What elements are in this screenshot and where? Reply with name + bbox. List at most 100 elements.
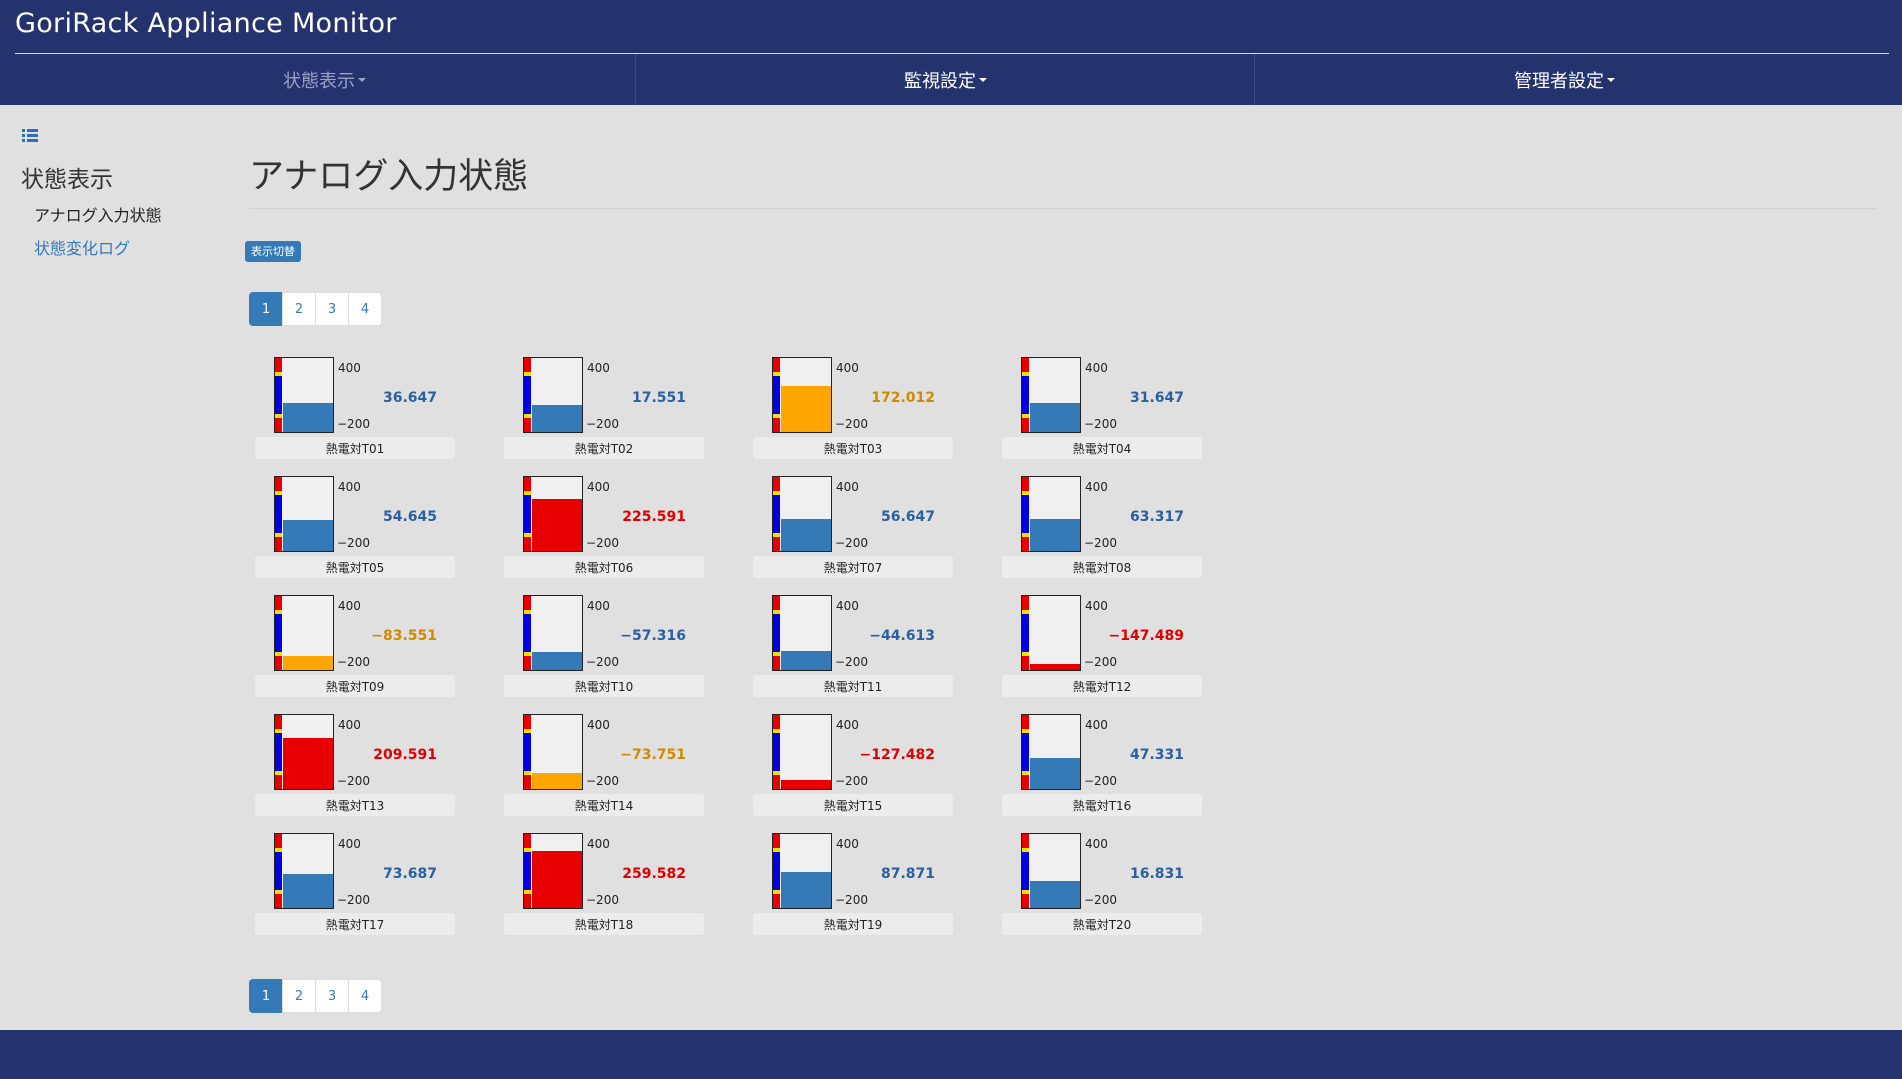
gauge-tile[interactable]: 400 −200 −147.489 熱電対T12 [996,593,1202,699]
threshold-segment [1022,715,1029,729]
threshold-segment [773,652,780,656]
gauge-min-label: −200 [1084,655,1117,669]
threshold-segment [773,376,780,414]
threshold-segment [773,771,780,775]
threshold-segment [1022,495,1029,533]
gauge-tile[interactable]: 400 −200 209.591 熱電対T13 [249,712,455,818]
gauge-tile[interactable]: 400 −200 16.831 熱電対T20 [996,831,1202,937]
threshold-segment [275,652,282,656]
threshold-segment [773,729,780,733]
gauge-tile[interactable]: 400 −200 17.551 熱電対T02 [498,355,704,461]
threshold-segment [275,834,282,848]
threshold-scale [275,358,282,432]
gauge-bar [274,476,334,552]
pagination-top-page-3[interactable]: 3 [315,292,349,326]
threshold-segment [773,533,780,537]
gauge-fill [1030,664,1080,670]
pagination-top-page-2[interactable]: 2 [282,292,316,326]
threshold-segment [524,537,531,551]
gauge-tile[interactable]: 400 −200 −127.482 熱電対T15 [747,712,953,818]
threshold-scale [275,834,282,908]
nav-menu-status[interactable]: 状態表示 [15,54,634,105]
navbar-divider [15,53,1889,54]
gauge-fill [532,652,582,670]
gauge-tile[interactable]: 400 −200 −57.316 熱電対T10 [498,593,704,699]
pagination-bottom-page-3[interactable]: 3 [315,979,349,1013]
threshold-segment [773,733,780,771]
gauge-fill [1030,758,1080,789]
threshold-scale [275,596,282,670]
gauge-fill [532,773,582,789]
caret-down-icon [1607,77,1615,82]
gauge-tile[interactable]: 400 −200 31.647 熱電対T04 [996,355,1202,461]
nav-menu-monitor-settings[interactable]: 監視設定 [635,54,1255,105]
gauge-tile[interactable]: 400 −200 −73.751 熱電対T14 [498,712,704,818]
gauge-tile[interactable]: 400 −200 172.012 熱電対T03 [747,355,953,461]
gauge-tile[interactable]: 400 −200 54.645 熱電対T05 [249,474,455,580]
sensor-name: 熱電対T14 [504,794,704,816]
threshold-segment [773,477,780,491]
gauge-fill [532,405,582,432]
nav-menu-admin-settings[interactable]: 管理者設定 [1254,54,1874,105]
gauge-max-label: 400 [338,718,361,732]
pagination-top-page-1[interactable]: 1 [249,292,283,326]
threshold-segment [275,491,282,495]
gauge-bar [523,714,583,790]
gauge-min-label: −200 [337,536,370,550]
threshold-segment [275,890,282,894]
threshold-scale [524,834,531,908]
threshold-segment [773,610,780,614]
sensor-name: 熱電対T09 [255,675,455,697]
threshold-segment [1022,358,1029,372]
gauge-bar [523,833,583,909]
sensor-value: 47.331 [1129,747,1184,763]
gauge-fill [781,872,831,908]
list-icon[interactable] [22,129,38,143]
gauge-fill [532,499,582,551]
gauge-max-label: 400 [1085,718,1108,732]
gauge-tile[interactable]: 400 −200 225.591 熱電対T06 [498,474,704,580]
sidebar-item-status-change-log[interactable]: 状態変化ログ [34,239,131,258]
footer-bar [0,1030,1902,1079]
gauge-min-label: −200 [835,417,868,431]
sensor-name: 熱電対T06 [504,556,704,578]
threshold-segment [524,729,531,733]
gauge-bar [1021,714,1081,790]
gauge-tile[interactable]: 400 −200 56.647 熱電対T07 [747,474,953,580]
threshold-segment [773,414,780,418]
gauge-min-label: −200 [1084,417,1117,431]
threshold-segment [1022,652,1029,656]
threshold-segment [275,414,282,418]
gauge-bar [274,714,334,790]
gauge-tile[interactable]: 400 −200 −83.551 熱電対T09 [249,593,455,699]
display-toggle-button[interactable]: 表示切替 [245,241,301,262]
threshold-segment [275,376,282,414]
gauge-max-label: 400 [1085,480,1108,494]
gauge-min-label: −200 [835,536,868,550]
gauge-grid: 400 −200 36.647 熱電対T01 400 −200 17.551 熱電対T02 40… [249,355,1249,945]
gauge-tile[interactable]: 400 −200 259.582 熱電対T18 [498,831,704,937]
sensor-value: 209.591 [373,747,437,763]
pagination-bottom-page-2[interactable]: 2 [282,979,316,1013]
pagination-top-page-4[interactable]: 4 [348,292,382,326]
pagination-bottom-page-4[interactable]: 4 [348,979,382,1013]
threshold-segment [773,614,780,652]
gauge-fill [283,738,333,789]
gauge-tile[interactable]: 400 −200 73.687 熱電対T17 [249,831,455,937]
threshold-segment [275,495,282,533]
app-title[interactable]: GoriRack Appliance Monitor [15,8,397,39]
gauge-tile[interactable]: 400 −200 −44.613 熱電対T11 [747,593,953,699]
gauge-tile[interactable]: 400 −200 63.317 熱電対T08 [996,474,1202,580]
threshold-scale [524,596,531,670]
gauge-tile[interactable]: 400 −200 87.871 熱電対T19 [747,831,953,937]
nav-menu-status-label: 状態表示 [283,70,355,92]
threshold-segment [773,495,780,533]
gauge-min-label: −200 [586,893,619,907]
gauge-tile[interactable]: 400 −200 36.647 熱電対T01 [249,355,455,461]
sidebar-item-analog-input-status[interactable]: アナログ入力状態 [34,206,162,225]
sensor-name: 熱電対T04 [1002,437,1202,459]
threshold-segment [524,775,531,789]
pagination-bottom-page-1[interactable]: 1 [249,979,283,1013]
threshold-segment [1022,771,1029,775]
gauge-tile[interactable]: 400 −200 47.331 熱電対T16 [996,712,1202,818]
